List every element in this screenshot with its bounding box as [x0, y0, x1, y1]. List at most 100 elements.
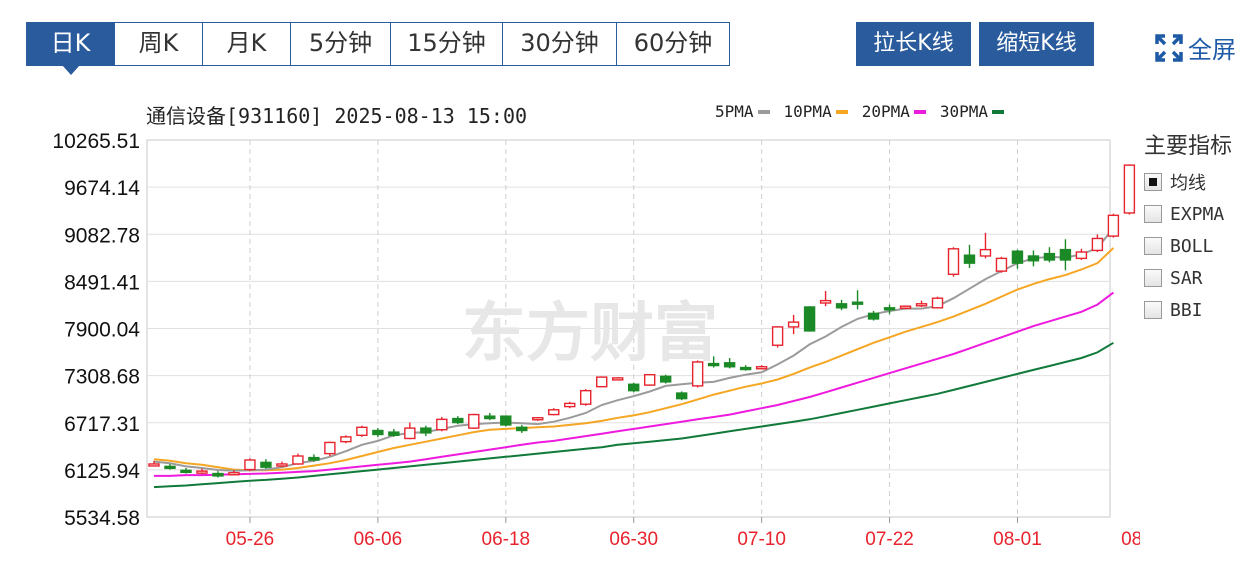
legend-ma20-label: 20PMA — [861, 102, 910, 121]
y-tick-label: 5534.58 — [64, 507, 140, 530]
candle-body — [979, 248, 992, 257]
stretch-k-button[interactable]: 拉长K线 — [856, 22, 971, 66]
candle — [1091, 234, 1104, 253]
x-tick-label: 06-06 — [354, 529, 403, 550]
period-tabs: 日K 周K 月K 5分钟 15分钟 30分钟 60分钟 — [26, 22, 730, 75]
candle — [628, 382, 640, 393]
tab-week-k[interactable]: 周K — [115, 23, 203, 65]
candle-body — [388, 431, 400, 436]
candle-body — [803, 306, 816, 332]
candle — [276, 461, 288, 468]
shorten-k-button[interactable]: 缩短K线 — [979, 22, 1094, 66]
indicator-expma[interactable]: EXPMA — [1144, 198, 1254, 230]
candle — [196, 468, 208, 475]
candle-body — [1043, 252, 1056, 261]
candle-body — [819, 299, 832, 304]
candle — [867, 310, 880, 321]
candle — [979, 232, 992, 259]
candle — [468, 413, 480, 429]
fullscreen-label: 全屏 — [1188, 36, 1236, 64]
y-tick-label: 9674.14 — [64, 177, 140, 200]
tab-15min[interactable]: 15分钟 — [391, 23, 503, 65]
candle — [1043, 247, 1056, 263]
indicator-sar[interactable]: SAR — [1144, 262, 1254, 294]
candle — [1107, 213, 1120, 238]
x-tick-label: 07-22 — [865, 529, 914, 550]
indicator-boll[interactable]: BOLL — [1144, 230, 1254, 262]
candle — [1011, 249, 1024, 269]
candle-body — [755, 366, 768, 370]
candle-body — [723, 362, 736, 368]
candlestick-chart[interactable]: 10265.51 9674.14 9082.78 8491.41 7900.04 7308… — [0, 0, 1140, 565]
candle-body — [659, 375, 672, 383]
candle — [372, 428, 384, 437]
indicator-expma-checkbox[interactable] — [1144, 205, 1162, 223]
y-tick-label: 8491.41 — [64, 271, 140, 294]
candle-body — [691, 361, 704, 387]
candle-body — [292, 455, 304, 465]
candle — [532, 416, 544, 421]
candle — [675, 391, 688, 401]
ma30-line — [153, 341, 1114, 489]
y-tick-label: 6125.94 — [64, 460, 140, 483]
indicator-panel-title: 主要指标 — [1144, 134, 1233, 159]
candle — [835, 299, 848, 311]
ma10-line — [153, 247, 1115, 472]
candle-body — [995, 257, 1008, 272]
candle-body — [628, 383, 640, 392]
candle — [723, 357, 736, 369]
candle — [244, 458, 256, 472]
candle — [803, 306, 816, 332]
candle — [180, 467, 192, 474]
y-tick-label: 9082.78 — [64, 224, 140, 247]
legend-ma10: 10PMA — [784, 102, 848, 121]
candle-body — [564, 402, 576, 408]
tab-5min[interactable]: 5分钟 — [291, 23, 391, 65]
indicator-ma[interactable]: 均线 — [1144, 166, 1254, 198]
candle — [1123, 164, 1136, 215]
candle — [292, 453, 304, 465]
candle-body — [1059, 248, 1072, 261]
indicator-ma-checkbox[interactable] — [1144, 173, 1162, 191]
candle — [851, 290, 864, 310]
indicator-panel: 主要指标 均线 EXPMA BOLL SAR BBI — [1144, 128, 1254, 326]
indicator-boll-label: BOLL — [1170, 235, 1214, 257]
candle-body — [308, 456, 320, 461]
candle-body — [851, 301, 864, 305]
candle-body — [532, 417, 544, 421]
indicator-bbi[interactable]: BBI — [1144, 294, 1254, 326]
candle — [963, 244, 976, 268]
chart-title: 通信设备[931160] 2025-08-13 15:00 — [146, 104, 528, 128]
indicator-bbi-label: BBI — [1170, 299, 1203, 321]
candle-body — [883, 307, 896, 311]
candle — [947, 247, 960, 277]
candle — [643, 373, 656, 386]
tab-30min[interactable]: 30分钟 — [503, 23, 617, 65]
x-tick-label: 06-30 — [609, 529, 658, 550]
indicator-bbi-checkbox[interactable] — [1144, 301, 1162, 319]
candle-body — [1107, 214, 1120, 237]
candle-body — [340, 436, 352, 443]
tab-day-k[interactable]: 日K — [27, 23, 115, 75]
indicator-sar-checkbox[interactable] — [1144, 269, 1162, 287]
candle — [707, 356, 720, 368]
candle — [771, 326, 784, 348]
indicator-boll-checkbox[interactable] — [1144, 237, 1162, 255]
candle-body — [164, 465, 176, 470]
tab-month-k[interactable]: 月K — [203, 23, 291, 65]
candle-body — [420, 427, 432, 434]
candle-body — [675, 392, 688, 400]
x-tick-label: 08-01 — [993, 529, 1042, 550]
fullscreen-button[interactable]: 全屏 — [1154, 30, 1236, 65]
candle — [931, 296, 944, 309]
x-tick-label: 06-18 — [482, 529, 531, 550]
candle-body — [244, 459, 256, 471]
candle-body — [356, 426, 368, 436]
candle-body — [196, 470, 208, 474]
candle-body — [276, 463, 288, 467]
candle-body — [324, 441, 336, 455]
tab-60min[interactable]: 60分钟 — [617, 23, 729, 65]
candle-body — [643, 374, 656, 386]
candle-body — [963, 254, 976, 264]
candle — [548, 408, 560, 416]
